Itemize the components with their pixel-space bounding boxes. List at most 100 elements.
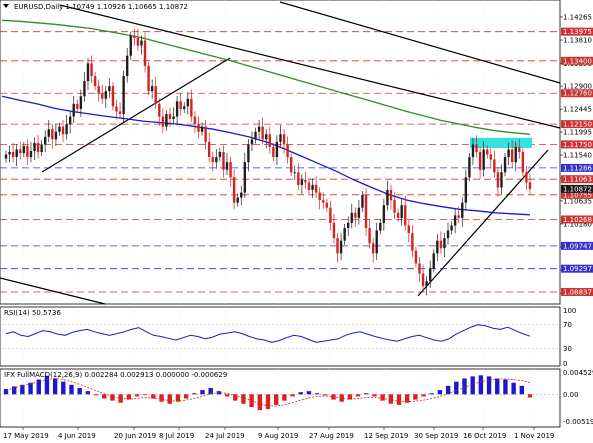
candle-body — [279, 134, 282, 142]
candle-body — [289, 157, 293, 173]
candle-body — [36, 142, 40, 152]
candle-body — [108, 86, 111, 92]
macd-bar — [273, 394, 279, 405]
macd-bar — [347, 394, 353, 400]
level-tag-label: 1.13975 — [563, 28, 592, 36]
candle-body — [453, 215, 457, 226]
candle-body — [218, 152, 222, 158]
level-tag-bg — [561, 264, 593, 273]
macd-bar — [372, 394, 377, 397]
price-tick-label: 1.13810 — [563, 37, 592, 45]
level-tag-bg — [561, 27, 593, 36]
macd-bar — [511, 382, 516, 395]
candle-body — [147, 65, 150, 92]
macd-bar — [208, 387, 213, 395]
level-tag-label: 1.12760 — [563, 90, 592, 98]
macd-bar — [44, 375, 50, 395]
candle-body — [400, 205, 403, 218]
macd-bar — [85, 391, 91, 395]
macd-bar — [495, 378, 500, 395]
candle-body — [297, 172, 300, 185]
macd-bar — [306, 391, 312, 395]
macd-bar — [388, 394, 394, 404]
macd-bar — [167, 394, 172, 404]
candle-body — [375, 230, 378, 254]
macd-signal-line — [5, 378, 531, 407]
candle-body — [175, 101, 179, 117]
candle-body — [172, 116, 175, 120]
x-tick-label: 30 Sep 2019 — [414, 432, 458, 440]
candle-body — [364, 195, 368, 228]
candle-body — [76, 103, 79, 109]
candle-body — [58, 126, 61, 132]
level-tag-label: 1.10268 — [563, 216, 592, 224]
candle-body — [243, 162, 247, 193]
candle-body — [446, 230, 450, 239]
candle-body — [482, 149, 485, 170]
candle-body — [19, 149, 22, 154]
candle-body — [311, 184, 314, 190]
macd-bar — [142, 394, 148, 396]
price-levels — [0, 31, 560, 293]
macd-bar — [290, 394, 295, 397]
candle-body — [404, 205, 407, 226]
candle-body — [439, 240, 443, 249]
candle-body — [33, 142, 36, 151]
candle-body — [136, 38, 140, 46]
candle-body — [486, 149, 489, 155]
macd-bar — [28, 382, 33, 395]
candle-body — [40, 144, 43, 152]
macd-bar — [323, 394, 328, 396]
candle-body — [22, 145, 26, 154]
macd-bar — [413, 394, 418, 400]
price-tick-label: 1.11995 — [563, 128, 592, 136]
candle-body — [286, 144, 289, 158]
macd-tick-label: -0.005195 — [563, 418, 593, 426]
level-tag-bg — [561, 215, 593, 224]
candle-body — [514, 146, 517, 163]
candle-body — [471, 144, 475, 158]
macd-grid — [0, 369, 560, 427]
candle-body — [222, 152, 225, 170]
macd-bar — [462, 378, 467, 395]
candle-body — [93, 76, 97, 87]
candle-body — [250, 139, 254, 145]
macd-bar — [445, 385, 451, 395]
macd-bar — [183, 394, 189, 399]
macd-label: IFX FullMACD(12,26,9) 0.002284 0.002913 … — [4, 371, 227, 379]
macd-bar — [470, 376, 475, 395]
level-tag-label: 1.11750 — [563, 141, 592, 149]
candle-body — [90, 63, 93, 76]
candle-body — [268, 134, 271, 147]
macd-axis-ticks: 0.004529 0.00 -0.005195 — [563, 369, 593, 426]
rsi-tick-label: 30 — [563, 345, 572, 353]
rsi-label: RSI(14) 50.5736 — [4, 309, 61, 317]
candle-body — [521, 152, 525, 173]
candle-body — [72, 103, 75, 117]
candle-body — [44, 136, 47, 145]
macd-bar — [364, 393, 369, 395]
macd-bar — [265, 394, 271, 410]
level-tag-bg — [561, 287, 593, 296]
macd-bar — [486, 376, 492, 395]
candle-body — [361, 195, 364, 208]
price-tick-label: 1.14265 — [563, 13, 592, 21]
candle-body — [382, 205, 386, 223]
candle-body — [304, 179, 307, 183]
rsi-panel: 100 70 30 0 RSI(14) 50.5736 — [0, 306, 576, 368]
candle-body — [140, 40, 143, 46]
trendline — [0, 277, 106, 305]
macd-bar — [126, 394, 132, 400]
candle-body — [428, 268, 432, 282]
candle-body — [421, 273, 425, 287]
level-tag-label: 1.11286 — [563, 164, 592, 172]
x-tick-label: 12 Sep 2019 — [364, 432, 408, 440]
price-tick-label: 1.11540 — [563, 152, 592, 160]
rsi-tick-label: 0 — [563, 360, 567, 368]
candle-body — [8, 152, 11, 155]
candle-body — [300, 179, 304, 185]
candle-body — [500, 172, 503, 188]
rsi-grid — [0, 307, 560, 366]
chart-title-dropdown-icon[interactable] — [3, 4, 9, 8]
macd-panel: 0.004529 0.00 -0.005195 IFX FullMACD(12,26… — [0, 368, 593, 428]
